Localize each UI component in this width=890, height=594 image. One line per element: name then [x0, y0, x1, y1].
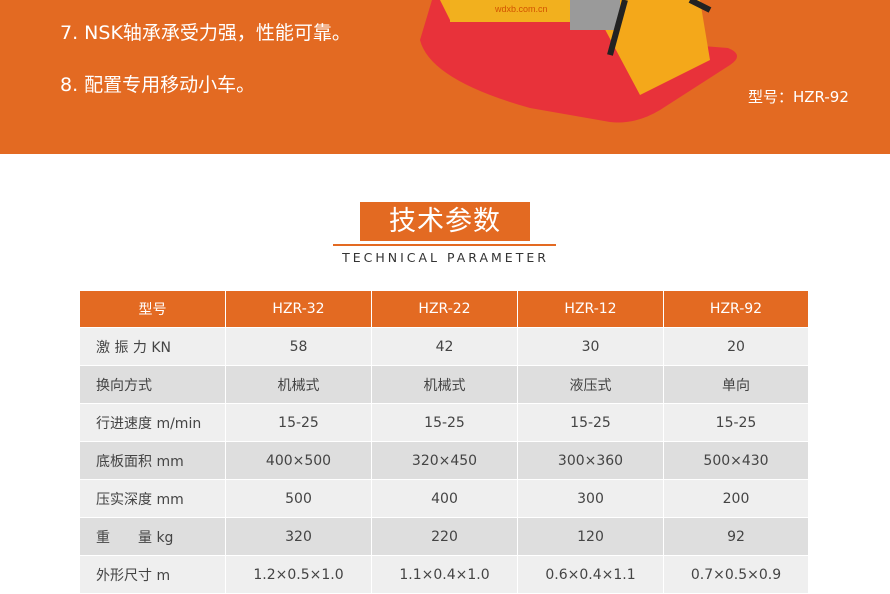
header-cell: HZR-92 — [663, 290, 809, 328]
row-label: 激 振 力 KN — [79, 327, 226, 366]
cell-value: 500×430 — [663, 441, 809, 480]
cell-value: 92 — [663, 517, 809, 556]
row-label: 行进速度 m/min — [79, 403, 226, 442]
cell-value: 机械式 — [225, 365, 372, 404]
header-cell: 型号 — [79, 290, 226, 328]
feature-item: 8. 配置专用移动小车。 — [60, 74, 256, 96]
plate-compactor-image: wdxb.com.cn — [420, 0, 738, 123]
product-banner: 7. NSK轴承承受力强，性能可靠。 8. 配置专用移动小车。 wdxb.com… — [0, 0, 890, 154]
cell-value: 320 — [225, 517, 372, 556]
section-title: 技术参数 — [360, 202, 530, 241]
table-header-row: 型号 HZR-32 HZR-22 HZR-12 HZR-92 — [79, 290, 809, 328]
cell-value: 1.1×0.4×1.0 — [371, 555, 518, 594]
row-label: 底板面积 mm — [79, 441, 226, 480]
cell-value: 200 — [663, 479, 809, 518]
row-label: 重 量 kg — [79, 517, 226, 556]
cell-value: 320×450 — [371, 441, 518, 480]
cell-value: 0.6×0.4×1.1 — [517, 555, 664, 594]
cell-value: 15-25 — [663, 403, 809, 442]
model-label: 型号：HZR-92 — [748, 88, 849, 106]
cell-value: 15-25 — [517, 403, 664, 442]
cell-value: 机械式 — [371, 365, 518, 404]
table-row: 换向方式 机械式 机械式 液压式 单向 — [79, 365, 809, 404]
cell-value: 120 — [517, 517, 664, 556]
header-cell: HZR-22 — [371, 290, 518, 328]
cell-value: 1.2×0.5×1.0 — [225, 555, 372, 594]
table-row: 行进速度 m/min 15-25 15-25 15-25 15-25 — [79, 403, 809, 442]
table-row: 激 振 力 KN 58 42 30 20 — [79, 327, 809, 366]
cell-value: 15-25 — [371, 403, 518, 442]
cell-value: 15-25 — [225, 403, 372, 442]
title-divider — [333, 244, 556, 246]
cell-value: 300×360 — [517, 441, 664, 480]
cell-value: 500 — [225, 479, 372, 518]
row-label: 换向方式 — [79, 365, 226, 404]
cell-value: 42 — [371, 327, 518, 366]
row-label: 外形尺寸 m — [79, 555, 226, 594]
header-cell: HZR-32 — [225, 290, 372, 328]
cell-value: 400 — [371, 479, 518, 518]
header-cell: HZR-12 — [517, 290, 664, 328]
svg-text:wdxb.com.cn: wdxb.com.cn — [494, 4, 548, 14]
section-subtitle: TECHNICAL PARAMETER — [342, 250, 549, 265]
cell-value: 20 — [663, 327, 809, 366]
cell-value: 30 — [517, 327, 664, 366]
cell-value: 300 — [517, 479, 664, 518]
cell-value: 单向 — [663, 365, 809, 404]
row-label: 压实深度 mm — [79, 479, 226, 518]
cell-value: 220 — [371, 517, 518, 556]
table-row: 底板面积 mm 400×500 320×450 300×360 500×430 — [79, 441, 809, 480]
parameter-table: 型号 HZR-32 HZR-22 HZR-12 HZR-92 激 振 力 KN 5… — [79, 290, 809, 594]
table-row: 重 量 kg 320 220 120 92 — [79, 517, 809, 556]
cell-value: 0.7×0.5×0.9 — [663, 555, 809, 594]
table-row: 外形尺寸 m 1.2×0.5×1.0 1.1×0.4×1.0 0.6×0.4×1.1 0… — [79, 555, 809, 594]
cell-value: 58 — [225, 327, 372, 366]
cell-value: 液压式 — [517, 365, 664, 404]
cell-value: 400×500 — [225, 441, 372, 480]
table-row: 压实深度 mm 500 400 300 200 — [79, 479, 809, 518]
feature-item: 7. NSK轴承承受力强，性能可靠。 — [60, 22, 351, 44]
